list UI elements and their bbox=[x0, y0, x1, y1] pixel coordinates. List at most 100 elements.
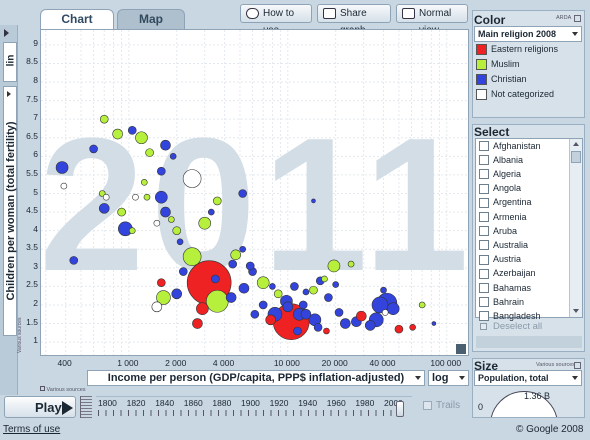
country-bubble[interactable] bbox=[128, 227, 136, 234]
how-to-use-button[interactable]: How to use bbox=[240, 4, 312, 36]
country-bubble[interactable] bbox=[172, 226, 182, 235]
country-bubble[interactable] bbox=[394, 324, 404, 334]
country-checkbox[interactable] bbox=[479, 212, 489, 222]
country-bubble[interactable] bbox=[347, 260, 355, 268]
country-bubble[interactable] bbox=[143, 193, 151, 201]
country-bubble[interactable] bbox=[211, 274, 220, 284]
x-scale-select[interactable]: log bbox=[428, 370, 469, 386]
country-bubble[interactable] bbox=[409, 323, 416, 331]
scroll-down-arrow[interactable] bbox=[573, 309, 579, 313]
country-bubble[interactable] bbox=[340, 318, 351, 329]
country-bubble[interactable] bbox=[323, 327, 330, 335]
color-source[interactable]: ARDA bbox=[556, 15, 572, 21]
country-bubble[interactable] bbox=[273, 289, 283, 299]
country-bubble[interactable] bbox=[157, 278, 166, 287]
country-bubble[interactable] bbox=[238, 189, 247, 198]
timeline-track[interactable] bbox=[96, 396, 412, 418]
size-panel-collapse-icon[interactable] bbox=[574, 362, 581, 369]
country-bubble[interactable] bbox=[140, 179, 148, 186]
country-bubble[interactable] bbox=[145, 148, 154, 157]
country-checkbox[interactable] bbox=[479, 226, 489, 237]
country-bubble[interactable] bbox=[156, 290, 171, 305]
country-bubble[interactable] bbox=[196, 302, 209, 315]
country-bubble[interactable] bbox=[371, 296, 389, 314]
y-panel-collapse-arrow[interactable] bbox=[4, 29, 9, 37]
country-bubble[interactable] bbox=[89, 144, 98, 154]
country-checkbox[interactable] bbox=[479, 240, 489, 251]
country-bubble[interactable] bbox=[418, 301, 426, 309]
country-bubble[interactable] bbox=[171, 288, 183, 300]
y-axis-sources[interactable]: Various sources bbox=[14, 312, 26, 356]
country-bubble[interactable] bbox=[356, 310, 367, 322]
country-bubble[interactable] bbox=[155, 190, 168, 204]
country-bubble[interactable] bbox=[198, 216, 212, 230]
country-bubble[interactable] bbox=[293, 326, 302, 336]
country-checkbox[interactable] bbox=[479, 155, 489, 166]
country-bubble[interactable] bbox=[265, 314, 276, 326]
color-panel-collapse-icon[interactable] bbox=[574, 15, 581, 22]
country-checkbox[interactable] bbox=[479, 268, 489, 279]
size-source[interactable]: Various sources bbox=[536, 362, 576, 368]
country-bubble[interactable] bbox=[69, 256, 79, 265]
legend-swatch[interactable] bbox=[476, 59, 487, 70]
country-bubble[interactable] bbox=[55, 161, 69, 174]
country-bubble[interactable] bbox=[300, 308, 312, 320]
trails-checkbox[interactable] bbox=[423, 401, 432, 410]
country-bubble[interactable] bbox=[238, 282, 250, 294]
country-bubble[interactable] bbox=[250, 309, 260, 319]
timeline-handle[interactable] bbox=[396, 401, 404, 417]
country-bubble[interactable] bbox=[98, 203, 110, 214]
country-bubble[interactable] bbox=[302, 288, 310, 296]
country-checkbox[interactable] bbox=[479, 297, 489, 308]
tab-chart[interactable]: Chart bbox=[40, 9, 114, 29]
country-bubble[interactable] bbox=[282, 301, 294, 313]
country-bubble[interactable] bbox=[290, 282, 299, 291]
country-bubble[interactable] bbox=[256, 276, 270, 289]
country-bubble[interactable] bbox=[112, 128, 123, 140]
country-bubble[interactable] bbox=[179, 267, 188, 276]
zoom-icon[interactable] bbox=[456, 344, 466, 354]
color-dropdown[interactable]: Main religion 2008 bbox=[474, 26, 582, 42]
country-bubble[interactable] bbox=[151, 301, 163, 313]
country-bubble[interactable] bbox=[225, 292, 237, 303]
size-dropdown[interactable]: Population, total bbox=[474, 370, 582, 386]
country-bubble[interactable] bbox=[98, 190, 106, 197]
country-bubble[interactable] bbox=[228, 259, 238, 269]
terms-of-use-link[interactable]: Terms of use bbox=[3, 424, 61, 435]
country-bubble[interactable] bbox=[386, 302, 400, 315]
country-bubble[interactable] bbox=[212, 196, 222, 206]
country-bubble[interactable] bbox=[311, 198, 316, 204]
chart-area[interactable]: 2011 bbox=[40, 29, 469, 356]
scroll-up-arrow[interactable] bbox=[573, 142, 579, 146]
country-bubble[interactable] bbox=[324, 293, 333, 302]
y-axis-select[interactable]: Children per woman (total fertility) bbox=[3, 86, 17, 336]
normal-view-button[interactable]: Normal view bbox=[396, 4, 468, 36]
deselect-all-button[interactable]: Deselect all bbox=[476, 320, 582, 334]
country-bubble[interactable] bbox=[102, 193, 110, 201]
country-bubble[interactable] bbox=[269, 283, 276, 290]
country-bubble[interactable] bbox=[332, 281, 339, 288]
country-checkbox[interactable] bbox=[479, 254, 489, 265]
country-bubble[interactable] bbox=[309, 285, 318, 295]
country-list[interactable] bbox=[475, 138, 583, 318]
country-bubble[interactable] bbox=[298, 300, 308, 310]
x-axis-select[interactable]: Income per person (GDP/capita, PPP$ infl… bbox=[87, 370, 425, 386]
country-checkbox[interactable] bbox=[479, 311, 489, 322]
legend-swatch[interactable] bbox=[476, 74, 487, 85]
country-checkbox[interactable] bbox=[479, 169, 489, 180]
country-list-scrollbar[interactable] bbox=[569, 139, 582, 317]
country-bubble[interactable] bbox=[169, 153, 177, 160]
country-bubble[interactable] bbox=[160, 139, 171, 151]
country-bubble[interactable] bbox=[168, 216, 175, 223]
country-checkbox[interactable] bbox=[479, 183, 489, 194]
country-bubble[interactable] bbox=[207, 208, 215, 216]
country-bubble[interactable] bbox=[381, 309, 389, 316]
tab-map[interactable]: Map bbox=[117, 9, 185, 29]
country-bubble[interactable] bbox=[364, 320, 376, 331]
country-bubble[interactable] bbox=[135, 131, 148, 145]
country-checkbox[interactable] bbox=[479, 197, 489, 208]
country-bubble[interactable] bbox=[245, 261, 255, 271]
share-graph-button[interactable]: Share graph bbox=[317, 4, 391, 36]
country-bubble[interactable] bbox=[176, 238, 184, 246]
country-bubble[interactable] bbox=[205, 289, 229, 313]
